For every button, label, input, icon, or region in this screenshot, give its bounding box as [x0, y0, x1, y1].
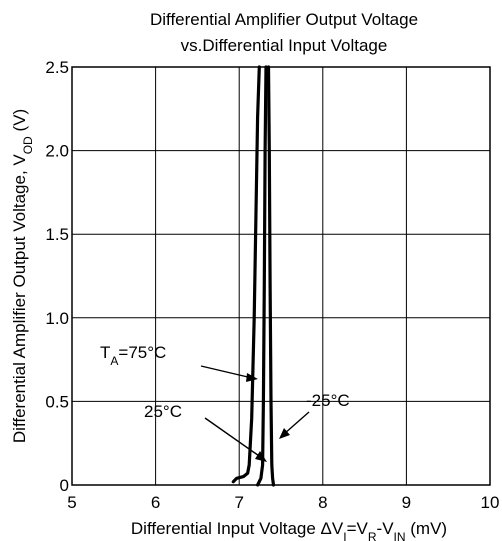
x-tick-label: 6 — [151, 493, 160, 512]
y-tick-label: 1.0 — [45, 309, 69, 328]
annotation-label-ta75: TA=75°C — [100, 343, 166, 368]
x-tick-label: 8 — [318, 493, 327, 512]
arrowhead-m25c — [279, 428, 290, 439]
annotation-m25c: -25°C — [279, 391, 350, 439]
grid-layer — [71, 66, 491, 486]
y-axis-label: Differential Amplifier Output Voltage, V… — [10, 109, 35, 443]
x-axis-label: Differential Input Voltage ΔVI=VR-VIN (m… — [131, 519, 447, 541]
arrowhead-25c — [255, 451, 267, 462]
annotation-label-25c: 25°C — [144, 402, 182, 421]
y-tick-label: 2.5 — [45, 58, 69, 77]
arrowhead-ta75 — [246, 373, 258, 382]
tick-label-layer: 5 6 7 8 9 10 0 0.5 1.0 1.5 2.0 2.5 — [45, 58, 499, 512]
plot-frame — [71, 66, 491, 486]
annotation-25c: 25°C — [144, 402, 267, 462]
chart-title-line-2: vs.Differential Input Voltage — [181, 36, 388, 55]
annotation-arrow-ta75 — [200, 365, 253, 379]
series-line-0 — [231, 65, 261, 484]
annotation-label-m25c: -25°C — [306, 391, 350, 410]
x-tick-label: 5 — [67, 493, 76, 512]
annotation-arrow-25c — [204, 417, 263, 459]
chart-title-line-1: Differential Amplifier Output Voltage — [150, 10, 418, 29]
x-tick-label: 9 — [402, 493, 411, 512]
y-tick-label: 0 — [60, 476, 69, 495]
series-line-2 — [266, 65, 276, 487]
x-tick-label: 10 — [481, 493, 500, 512]
annotation-arrow-m25c — [283, 411, 310, 435]
series-line-1 — [256, 65, 268, 487]
y-tick-label: 2.0 — [45, 142, 69, 161]
series-layer — [231, 65, 276, 487]
annotation-ta75: TA=75°C — [100, 343, 258, 382]
y-tick-label: 0.5 — [45, 392, 69, 411]
x-tick-label: 7 — [234, 493, 243, 512]
y-tick-label: 1.5 — [45, 225, 69, 244]
